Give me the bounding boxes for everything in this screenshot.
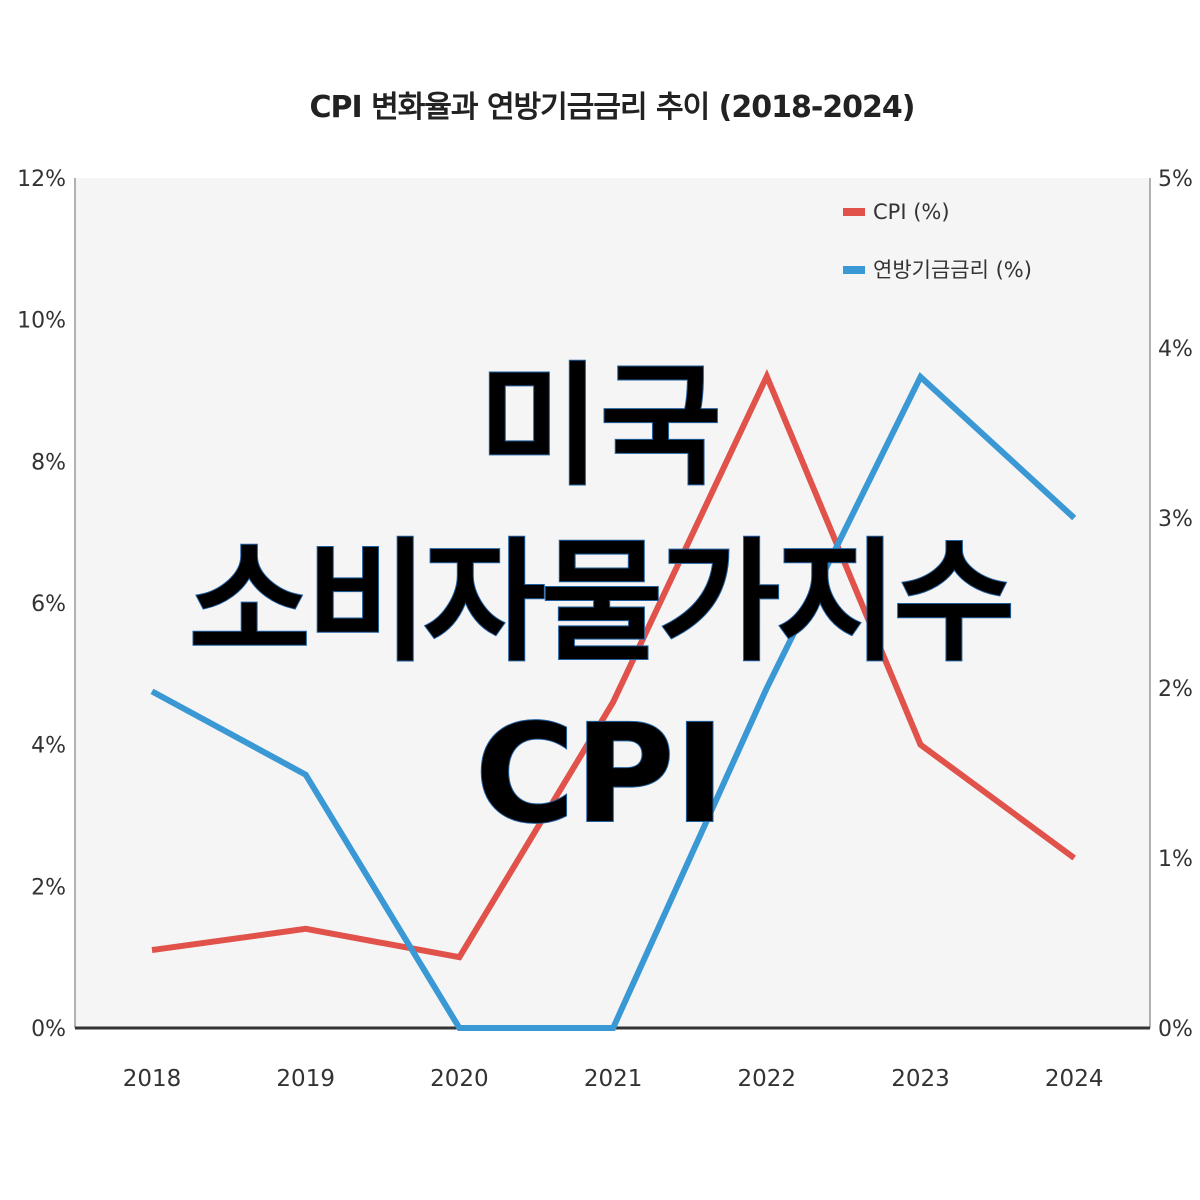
legend-label: CPI (%) [873, 200, 950, 224]
right-tick-label: 1% [1158, 847, 1193, 872]
legend-swatch [843, 266, 865, 274]
left-tick-label: 0% [31, 1017, 66, 1042]
left-tick-label: 6% [31, 592, 66, 617]
x-tick-label: 2023 [891, 1066, 950, 1092]
chart-title: CPI 변화율과 연방기금금리 추이 (2018-2024) [309, 90, 915, 125]
right-tick-label: 3% [1158, 507, 1193, 532]
left-tick-label: 4% [31, 734, 66, 759]
legend-label: 연방기금금리 (%) [873, 258, 1032, 282]
right-tick-label: 2% [1158, 677, 1193, 702]
right-tick-label: 0% [1158, 1017, 1193, 1042]
right-tick-label: 5% [1158, 167, 1193, 192]
x-tick-label: 2024 [1045, 1066, 1104, 1092]
left-tick-label: 2% [31, 875, 66, 900]
overlay-title-line1: 미국 [478, 350, 723, 504]
overlay-title-line2: 소비자물가지수 [188, 526, 1016, 680]
x-tick-label: 2022 [738, 1066, 797, 1092]
overlay-title-line3: CPI [474, 696, 726, 854]
plot-area [75, 178, 1150, 1028]
x-tick-label: 2018 [123, 1066, 182, 1092]
x-tick-label: 2019 [276, 1066, 335, 1092]
x-tick-label: 2021 [584, 1066, 643, 1092]
right-tick-label: 4% [1158, 337, 1193, 362]
legend-swatch [843, 208, 865, 216]
left-tick-label: 8% [31, 450, 66, 475]
left-tick-label: 10% [17, 309, 66, 334]
left-tick-label: 12% [17, 167, 66, 192]
x-tick-label: 2020 [430, 1066, 489, 1092]
